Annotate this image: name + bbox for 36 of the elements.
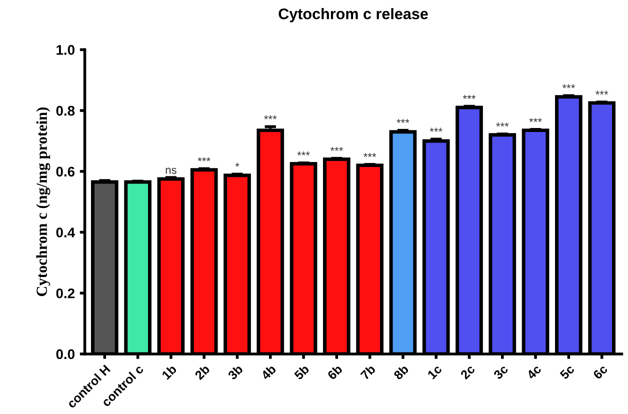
annotation: *** xyxy=(496,122,509,127)
annotation: *** xyxy=(330,146,343,151)
x-tick-label: 1c xyxy=(427,364,442,380)
chart-title: Cytochrom c release xyxy=(278,8,428,22)
x-tick-label: 8b xyxy=(392,364,410,380)
x-tick-label: 2c xyxy=(460,364,476,380)
x-tick-label: 5b xyxy=(293,364,310,380)
x-tick-label: 3c xyxy=(493,364,509,380)
annotation: *** xyxy=(529,118,542,122)
x-tick-label: 4c xyxy=(526,364,542,380)
x-tick-label: 2b xyxy=(194,364,210,380)
x-tick-label: 3b xyxy=(227,364,244,380)
annotation: *** xyxy=(297,152,310,156)
annotation: *** xyxy=(596,90,608,95)
y-tick-label: 0.2 xyxy=(56,288,75,298)
x-tick-label: 5c xyxy=(559,364,575,380)
annotation: *** xyxy=(430,128,442,132)
annotation: *** xyxy=(264,115,277,120)
x-tick-label: 4b xyxy=(260,364,277,380)
annotation: *** xyxy=(462,94,476,99)
y-tick-label: 0.4 xyxy=(56,228,75,238)
annotation: *** xyxy=(364,153,376,157)
x-tick-label: 6b xyxy=(326,364,343,380)
annotation: ns xyxy=(166,168,176,174)
annotation: * xyxy=(235,162,240,167)
y-axis-title: Cytochrom c (ng/mg protein) xyxy=(36,108,50,296)
annotation: *** xyxy=(198,157,210,162)
x-tick-label: 1b xyxy=(161,364,178,380)
y-tick-label: 0.8 xyxy=(56,106,75,116)
annotation: *** xyxy=(562,84,575,88)
x-tick-label: 6c xyxy=(592,364,608,380)
x-tick-label: 7b xyxy=(360,364,376,380)
y-tick-label: 0.6 xyxy=(56,166,75,177)
annotation: *** xyxy=(396,118,410,123)
y-tick-label: 0.0 xyxy=(56,349,74,360)
y-tick-label: 1.0 xyxy=(56,45,74,55)
